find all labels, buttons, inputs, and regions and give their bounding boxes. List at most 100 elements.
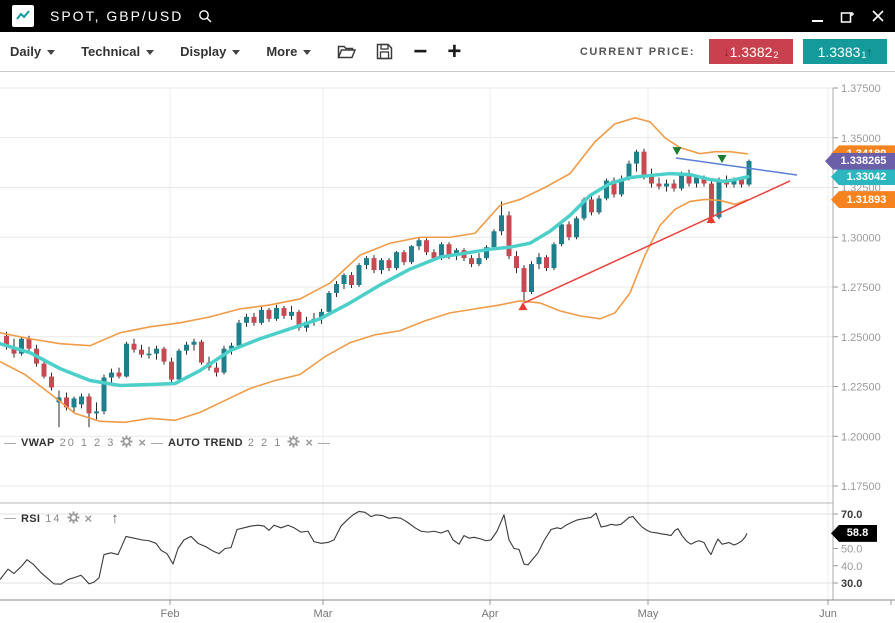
candle-up [491,231,497,248]
candle-up [634,151,639,164]
more-menu[interactable]: More [266,44,312,59]
candle-up [236,322,242,346]
candle-down [131,343,137,350]
candle-down [371,258,377,271]
rsi-indicator-params: 14 [45,512,62,525]
candle-down [514,256,519,269]
chart-area[interactable]: 1.37500 1.35000 1.32500 1.30000 1.27500 1.250… [0,72,895,623]
ask-price-value: 1.3383 [817,43,861,60]
buy-signal-triangle [518,302,528,311]
bollinger-upper-band [0,117,749,347]
candle-up [536,257,542,265]
candle-down [611,180,617,195]
overlay-indicator-labels: VWAP 20 1 2 3 × AUTO TREND 2 2 1 × [4,435,330,451]
current-price-label: CURRENT PRICE: [579,45,695,58]
zoom-in-icon[interactable]: + [447,37,462,65]
rsi-line [0,510,748,585]
timeframe-menu[interactable]: Daily [10,44,56,59]
candle-down [169,361,174,380]
popout-window-icon[interactable] [840,9,855,24]
sell-signal-triangle [672,147,682,156]
open-layout-icon[interactable] [337,43,357,60]
candle-up [289,311,294,316]
candle-down [116,372,122,377]
candle-up [19,338,24,354]
candle-up [341,275,347,285]
candle-down [139,349,144,355]
vwap-settings-gear-icon[interactable] [120,435,133,451]
save-layout-icon[interactable] [376,43,393,60]
candle-down [401,252,407,263]
auto-trend-settings-gear-icon[interactable] [287,435,300,451]
candle-up [109,372,114,378]
candle-down [686,173,692,184]
rsi-value-badge: 58.8 [831,524,877,542]
month-axis-label: Feb [161,608,180,620]
auto-trend-resistance-line [675,157,798,176]
rsi-axis-label: 30.0 [841,578,862,590]
candle-down [431,252,437,259]
close-icon[interactable] [871,9,885,23]
price-axis-label: 1.37500 [841,83,881,95]
candle-up [221,348,227,373]
rsi-settings-gear-icon[interactable] [67,511,80,527]
vwap-remove-icon[interactable]: × [138,435,146,450]
rsi-axis-label: 70.0 [841,509,862,521]
ask-pip-digit: 1 [861,49,867,60]
candle-down [424,240,429,253]
price-axis-label: 1.17500 [841,481,881,493]
candle-up [229,345,234,349]
rsi-remove-icon[interactable]: × [84,510,93,526]
vwap-indicator-label: VWAP [21,437,55,449]
vwap-line [0,171,750,388]
minimize-icon[interactable] [811,10,824,23]
candle-down [506,215,512,257]
candle-down [296,311,302,328]
candle-down [11,346,17,354]
bid-pip-digit: 2 [773,49,779,60]
technical-menu[interactable]: Technical [81,44,155,59]
candle-up [334,284,339,293]
candle-up [694,177,699,184]
candle-down [446,244,452,257]
chevron-down-icon [47,50,56,55]
candle-up [476,258,482,265]
candle-up [409,246,414,263]
candle-down [251,316,257,323]
candle-up [326,292,332,312]
candle-up [146,353,152,356]
candle-down [521,268,527,292]
month-axis-label: May [638,608,659,620]
candle-down [41,363,47,377]
candle-up [551,244,557,269]
candle-up [574,218,579,238]
candle-up [244,316,249,323]
candle-up [499,215,504,232]
ask-price-badge: 1.3383 1 ↑ [803,39,887,64]
candle-down [64,397,69,408]
candle-up [596,198,602,213]
auto-trend-remove-icon[interactable]: × [305,435,313,450]
candle-up [184,344,189,351]
month-axis-label: Jun [819,608,837,620]
display-menu[interactable]: Display [180,44,241,59]
candle-up [154,348,159,354]
candle-down [86,396,92,414]
candle-up [319,311,324,319]
line-chart-logo-icon [12,5,34,27]
lower-band-price-badge: 1.31893 [831,191,895,209]
bid-price-badge: ↓ 1.3382 2 [709,39,793,64]
candle-up [191,341,197,345]
search-icon[interactable] [197,8,213,24]
candle-up [716,179,722,218]
rsi-collapse-arrow-icon[interactable]: ↑ [111,510,119,527]
last-price-badge: 1.338265 [825,152,895,170]
chart-canvas[interactable]: 1.375001.350001.325001.300001.275001.250… [0,72,895,623]
month-axis-label: Mar [314,608,333,620]
candle-up [379,260,384,271]
candle-down [701,177,707,184]
candle-up [416,240,422,247]
candle-down [161,348,167,362]
zoom-out-icon[interactable]: − [413,37,428,65]
candle-down [349,275,354,286]
